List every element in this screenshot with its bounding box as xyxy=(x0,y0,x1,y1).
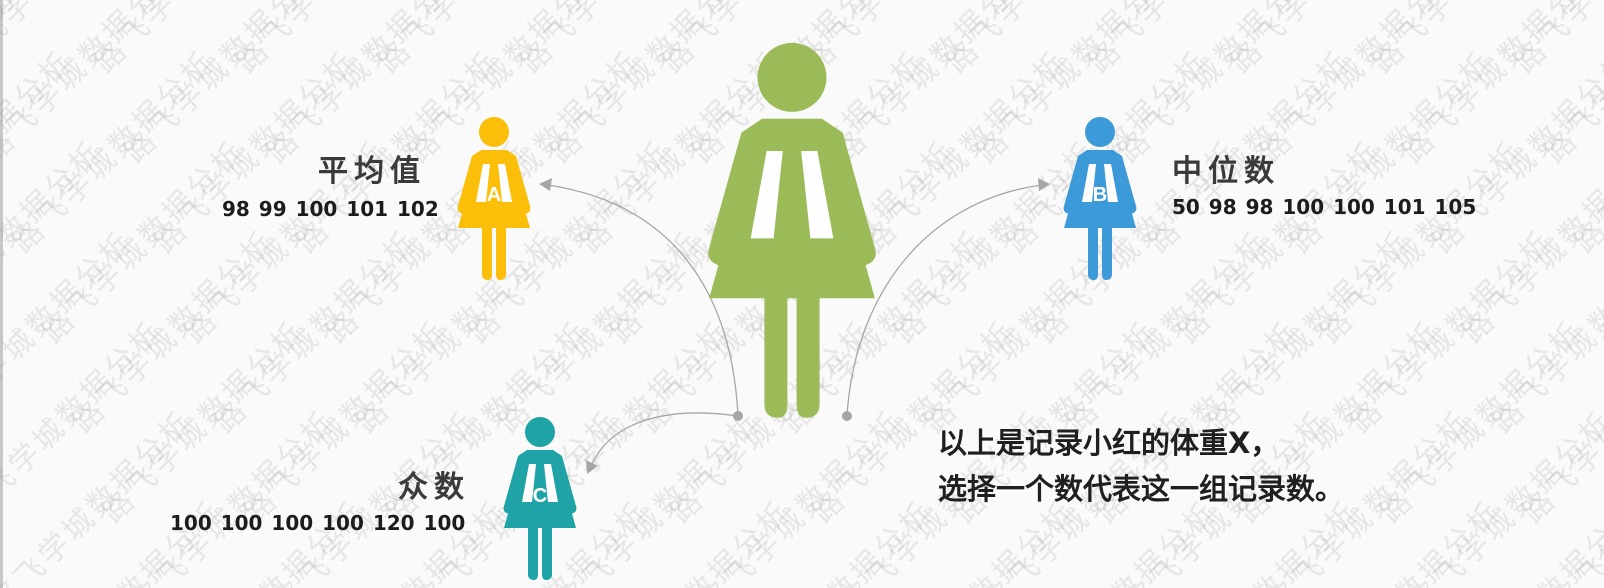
arrowhead-mean xyxy=(539,178,552,191)
median-label: 中位数 xyxy=(1172,154,1280,189)
caption-line-2: 选择一个数代表这一组记录数。 xyxy=(938,472,1345,506)
connector-dot-right xyxy=(842,411,852,421)
mean-values: 98 99 100 101 102 xyxy=(222,197,439,221)
woman-a-icon: A xyxy=(457,117,531,280)
figure-a-letter: A xyxy=(487,184,501,206)
figure-b-letter: B xyxy=(1093,184,1107,206)
arrowhead-median xyxy=(1038,178,1050,191)
connector-mode xyxy=(591,412,739,465)
connector-dot-left xyxy=(733,411,743,421)
center-woman-icon xyxy=(708,42,876,418)
mean-label: 平均值 xyxy=(318,154,426,189)
left-border xyxy=(0,0,3,588)
connector-median xyxy=(846,184,1043,417)
woman-b-icon: B xyxy=(1063,117,1137,280)
caption-line-1: 以上是记录小红的体重X， xyxy=(938,426,1280,460)
caption: 以上是记录小红的体重X， 选择一个数代表这一组记录数。 xyxy=(938,420,1344,512)
figure-c-letter: C xyxy=(533,485,547,507)
mode-values: 100 100 100 100 120 100 xyxy=(170,511,466,535)
connector-mean xyxy=(547,184,739,417)
arrowhead-mode xyxy=(586,460,598,474)
median-values: 50 98 98 100 100 101 105 xyxy=(1172,195,1477,219)
mode-label: 众数 xyxy=(398,470,470,505)
woman-c-icon: C xyxy=(503,417,577,580)
